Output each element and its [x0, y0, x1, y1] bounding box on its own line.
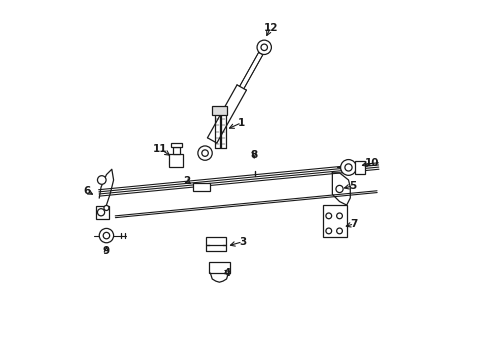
- Bar: [171, 143, 181, 147]
- Bar: [354, 161, 365, 174]
- Circle shape: [257, 40, 271, 54]
- Circle shape: [104, 206, 109, 211]
- Circle shape: [336, 213, 342, 219]
- Text: 11: 11: [153, 144, 167, 154]
- Circle shape: [99, 228, 113, 243]
- Circle shape: [325, 213, 331, 219]
- Circle shape: [97, 209, 104, 216]
- Text: 7: 7: [350, 219, 357, 229]
- Text: 3: 3: [239, 237, 246, 247]
- Text: 9: 9: [102, 246, 110, 256]
- Text: 4: 4: [224, 267, 231, 278]
- Text: 10: 10: [364, 158, 378, 168]
- Text: 6: 6: [83, 186, 91, 197]
- Bar: [205, 237, 225, 244]
- Circle shape: [325, 228, 331, 234]
- Text: 8: 8: [250, 150, 257, 160]
- Text: 1: 1: [238, 118, 245, 128]
- Text: 5: 5: [349, 181, 356, 191]
- Bar: [193, 183, 209, 191]
- Bar: [323, 205, 346, 237]
- Circle shape: [198, 146, 212, 160]
- Bar: [173, 147, 180, 154]
- Bar: [208, 262, 230, 273]
- Circle shape: [202, 150, 208, 156]
- Circle shape: [336, 228, 342, 234]
- Circle shape: [103, 232, 109, 239]
- Bar: [169, 154, 183, 167]
- Circle shape: [340, 159, 356, 175]
- Bar: [212, 107, 226, 116]
- Circle shape: [261, 44, 267, 50]
- Circle shape: [344, 164, 351, 171]
- Circle shape: [97, 176, 106, 184]
- Text: 2: 2: [183, 176, 190, 186]
- Bar: [96, 206, 109, 220]
- Text: 12: 12: [263, 23, 277, 33]
- Circle shape: [335, 185, 343, 193]
